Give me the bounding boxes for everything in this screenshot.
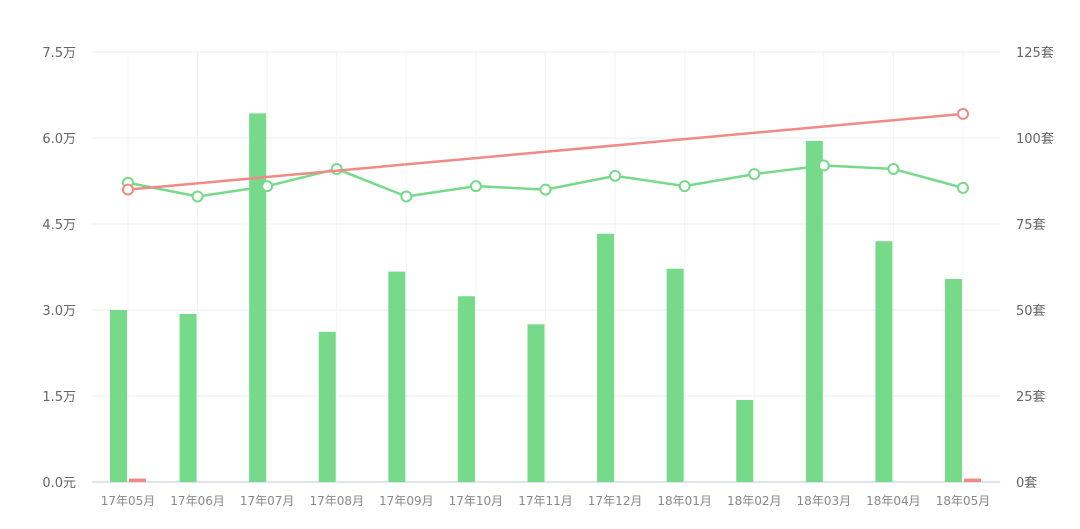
x-tick-label: 18年05月	[936, 494, 991, 508]
sales-amount-bar[interactable]	[875, 241, 893, 482]
y-right-tick-label: 75套	[1016, 217, 1046, 233]
units-point[interactable]	[887, 162, 900, 175]
sales-amount-bar[interactable]	[457, 296, 475, 482]
y-right-tick-label: 0套	[1016, 475, 1037, 491]
sales-amount-bar[interactable]	[318, 331, 336, 482]
y-right-tick-label: 125套	[1016, 45, 1054, 61]
trend-point[interactable]	[122, 183, 134, 196]
x-tick-label: 17年06月	[170, 494, 225, 508]
units-point[interactable]	[609, 169, 622, 182]
sales-amount-bar[interactable]	[527, 324, 545, 482]
sales-amount-bar[interactable]	[666, 268, 684, 482]
x-tick-label: 17年10月	[449, 494, 504, 508]
units-point[interactable]	[817, 159, 830, 172]
sales-amount-bar[interactable]	[110, 310, 127, 482]
x-tick-label: 18年01月	[657, 494, 712, 508]
units-point[interactable]	[957, 181, 969, 194]
units-point[interactable]	[400, 190, 413, 203]
units-point[interactable]	[539, 183, 552, 196]
y-left-tick-label: 4.5万	[42, 218, 76, 233]
x-tick-label: 17年05月	[101, 494, 156, 508]
trend-point[interactable]	[957, 107, 969, 120]
sales-amount-bar[interactable]	[945, 279, 962, 482]
units-point[interactable]	[678, 180, 691, 193]
x-tick-label: 17年09月	[379, 494, 434, 508]
sales-amount-bar[interactable]	[736, 400, 754, 482]
sales-amount-bar[interactable]	[597, 233, 615, 482]
x-tick-label: 17年12月	[588, 494, 643, 508]
y-right-tick-label: 100套	[1016, 131, 1054, 147]
sales-amount-bar[interactable]	[249, 113, 267, 482]
y-left-tick-label: 7.5万	[42, 46, 76, 61]
y-left-tick-label: 3.0万	[42, 304, 76, 319]
sales-amount-bar[interactable]	[805, 140, 823, 482]
units-point[interactable]	[469, 180, 482, 193]
x-tick-label: 17年08月	[309, 494, 364, 508]
units-point[interactable]	[748, 168, 761, 181]
y-right-tick-label: 25套	[1016, 389, 1046, 405]
trend-line	[127, 112, 964, 191]
y-right-tick-label: 50套	[1016, 303, 1046, 319]
sales-amount-bar[interactable]	[179, 314, 197, 482]
x-tick-label: 17年07月	[240, 494, 295, 508]
y-left-tick-label: 0.0元	[42, 476, 76, 491]
y-left-tick-label: 1.5万	[42, 390, 76, 405]
y-left-tick-label: 6.0万	[42, 132, 76, 147]
x-tick-label: 18年04月	[866, 494, 921, 508]
sales-amount-bar[interactable]	[388, 271, 406, 482]
units-point[interactable]	[191, 190, 204, 203]
sold-units-bar[interactable]	[964, 478, 981, 482]
sold-units-bar[interactable]	[129, 478, 146, 482]
x-tick-label: 18年02月	[727, 494, 782, 508]
x-tick-label: 18年03月	[797, 494, 852, 508]
x-tick-label: 17年11月	[518, 494, 573, 508]
units-point[interactable]	[261, 180, 274, 193]
units-point[interactable]	[330, 162, 343, 175]
